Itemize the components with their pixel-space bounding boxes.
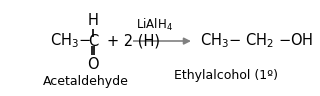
Text: CH$_3$− CH$_2$ −OH: CH$_3$− CH$_2$ −OH bbox=[200, 32, 313, 50]
Text: LiAlH$_4$: LiAlH$_4$ bbox=[136, 17, 172, 33]
Text: H: H bbox=[88, 13, 99, 28]
Text: Acetaldehyde: Acetaldehyde bbox=[43, 74, 129, 88]
Text: C: C bbox=[88, 34, 99, 49]
Text: + 2 (H): + 2 (H) bbox=[107, 34, 160, 49]
Text: Ethylalcohol (1º): Ethylalcohol (1º) bbox=[174, 69, 278, 82]
Text: CH$_3$−: CH$_3$− bbox=[50, 32, 91, 50]
Text: O: O bbox=[87, 57, 99, 72]
